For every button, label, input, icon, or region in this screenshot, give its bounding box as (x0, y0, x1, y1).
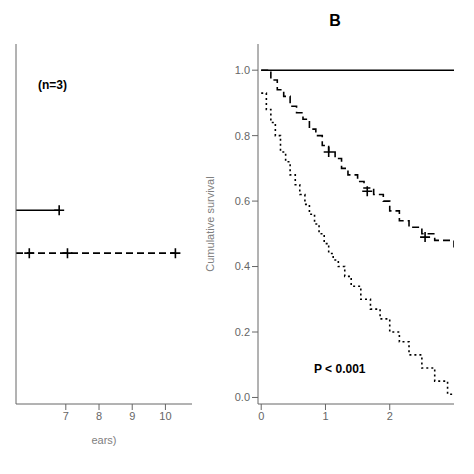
svg-text:0.2: 0.2 (235, 326, 250, 338)
svg-text:0: 0 (258, 410, 264, 422)
svg-text:1: 1 (322, 410, 328, 422)
svg-text:8: 8 (96, 410, 102, 422)
svg-text:9: 9 (129, 410, 135, 422)
svg-text:0.8: 0.8 (235, 130, 250, 142)
svg-text:10: 10 (159, 410, 171, 422)
svg-text:0.0: 0.0 (235, 391, 250, 403)
svg-text:2: 2 (387, 410, 393, 422)
html-text:B: B (329, 12, 341, 29)
svg-text:0.4: 0.4 (235, 260, 250, 272)
svg-text:0.6: 0.6 (235, 195, 250, 207)
html-text:P < 0.001: P < 0.001 (314, 362, 366, 376)
svg-text:Cumulative survival: Cumulative survival (204, 176, 216, 271)
svg-text:ears): ears) (91, 434, 116, 446)
html-text:(n=3): (n=3) (38, 78, 67, 92)
svg-text:7: 7 (63, 410, 69, 422)
svg-text:1.0: 1.0 (235, 64, 250, 76)
